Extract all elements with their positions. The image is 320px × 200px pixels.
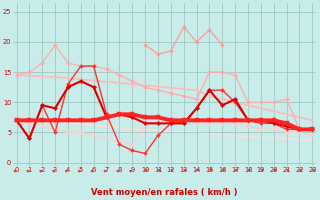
X-axis label: Vent moyen/en rafales ( km/h ): Vent moyen/en rafales ( km/h ): [91, 188, 238, 197]
